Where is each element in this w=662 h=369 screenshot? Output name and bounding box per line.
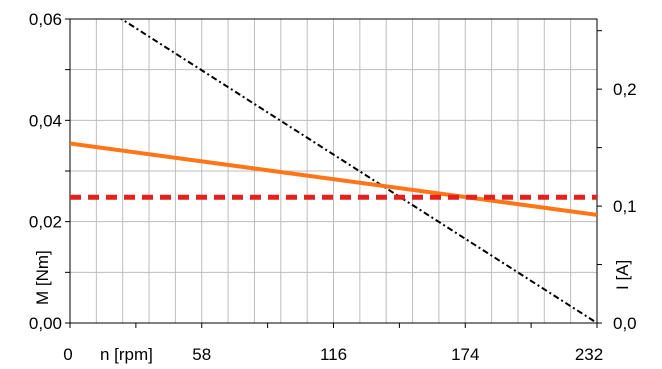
y-left-tick-label: 0,00 xyxy=(29,314,62,333)
y-left-tick-label: 0,06 xyxy=(29,10,62,29)
series-group xyxy=(70,19,597,323)
series-line-dash-dot xyxy=(119,19,597,323)
x-axis-label: n [rpm] xyxy=(100,345,153,364)
y-right-tick-label: 0,2 xyxy=(613,80,637,99)
axes: 0,00 0,02 0,04 0,06 0,0 0,1 0,2 0 58 116 174 232 xyxy=(29,10,637,364)
y-right-tick-label: 0,1 xyxy=(613,197,637,216)
series-line-solid xyxy=(70,141,597,217)
y-right-axis-label: I [A] xyxy=(613,260,632,290)
y-left-tick-label: 0,02 xyxy=(29,213,62,232)
y-left-axis-label: M [Nm] xyxy=(33,250,52,305)
x-tick-label: 232 xyxy=(575,345,603,364)
y-left-tick-label: 0,04 xyxy=(29,111,62,130)
y-right-tick-label: 0,0 xyxy=(613,314,637,333)
x-tick-label: 0 xyxy=(63,345,72,364)
x-tick-label: 58 xyxy=(192,345,211,364)
grid xyxy=(70,19,597,323)
x-tick-label: 116 xyxy=(320,345,347,364)
x-tick-label: 174 xyxy=(451,345,479,364)
